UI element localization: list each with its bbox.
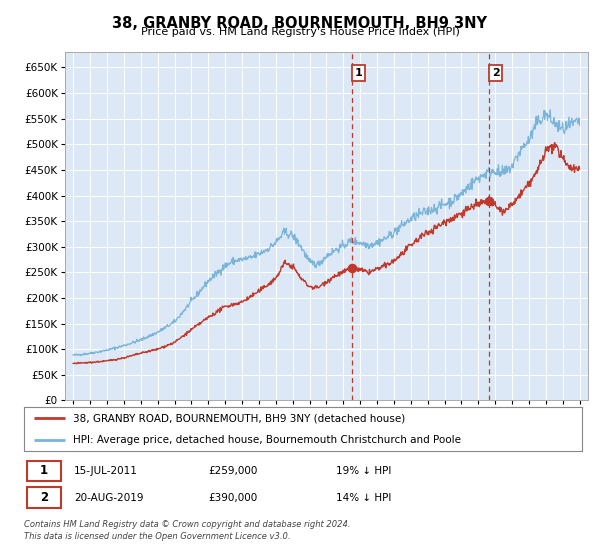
Text: £259,000: £259,000 xyxy=(208,466,257,476)
Text: £390,000: £390,000 xyxy=(208,493,257,503)
Text: 2: 2 xyxy=(491,68,499,78)
Point xyxy=(484,196,494,205)
Text: 19% ↓ HPI: 19% ↓ HPI xyxy=(337,466,392,476)
Point xyxy=(347,263,357,272)
Text: Contains HM Land Registry data © Crown copyright and database right 2024.: Contains HM Land Registry data © Crown c… xyxy=(24,520,350,529)
Text: 1: 1 xyxy=(355,68,362,78)
Text: Price paid vs. HM Land Registry's House Price Index (HPI): Price paid vs. HM Land Registry's House … xyxy=(140,27,460,37)
Text: 14% ↓ HPI: 14% ↓ HPI xyxy=(337,493,392,503)
Text: 38, GRANBY ROAD, BOURNEMOUTH, BH9 3NY (detached house): 38, GRANBY ROAD, BOURNEMOUTH, BH9 3NY (d… xyxy=(73,413,406,423)
Text: This data is licensed under the Open Government Licence v3.0.: This data is licensed under the Open Gov… xyxy=(24,532,290,541)
Text: 2: 2 xyxy=(40,491,48,505)
Text: 38, GRANBY ROAD, BOURNEMOUTH, BH9 3NY: 38, GRANBY ROAD, BOURNEMOUTH, BH9 3NY xyxy=(113,16,487,31)
Text: HPI: Average price, detached house, Bournemouth Christchurch and Poole: HPI: Average price, detached house, Bour… xyxy=(73,435,461,445)
FancyBboxPatch shape xyxy=(27,460,61,481)
Text: 1: 1 xyxy=(40,464,48,478)
FancyBboxPatch shape xyxy=(27,487,61,508)
Text: 20-AUG-2019: 20-AUG-2019 xyxy=(74,493,144,503)
Text: 15-JUL-2011: 15-JUL-2011 xyxy=(74,466,138,476)
